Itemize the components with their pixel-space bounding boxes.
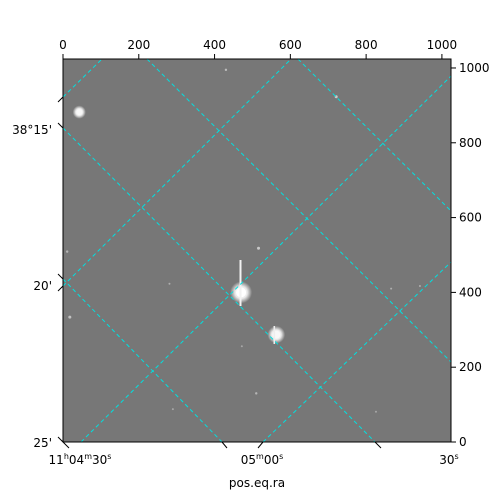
ra-tick: [62, 441, 70, 449]
bleed-trail: [239, 260, 242, 306]
ra-tick-label: 30s: [439, 452, 458, 467]
ra-tick: [257, 441, 264, 449]
coordinate-grid: [63, 59, 451, 442]
source-point: [418, 285, 421, 288]
source-point: [257, 246, 261, 250]
source-point: [68, 315, 72, 319]
right-tick-label: 0: [459, 435, 467, 449]
dec-tick-label: 25': [33, 436, 52, 450]
ra-tick: [374, 441, 382, 449]
bleed-trail: [273, 326, 276, 344]
dec-tick-label: 38°15': [12, 123, 52, 137]
sky-image: [63, 59, 451, 442]
top-tick-label: 400: [203, 38, 226, 52]
top-tick-label: 1000: [427, 38, 458, 52]
top-tick-label: 0: [59, 38, 67, 52]
source-point: [76, 109, 83, 116]
source-point: [255, 392, 258, 395]
source-point: [240, 345, 243, 348]
source-point: [171, 408, 174, 411]
top-axis: 0 200 400 600 800 1000: [59, 38, 457, 59]
source-point: [224, 68, 228, 72]
source-point: [65, 250, 69, 253]
grid-line: [262, 261, 451, 442]
right-tick-label: 1000: [459, 61, 490, 75]
grid-line: [146, 59, 451, 363]
grid-line: [80, 75, 451, 442]
right-tick-label: 200: [459, 360, 482, 374]
dec-tick: [57, 436, 64, 443]
right-tick-label: 800: [459, 136, 482, 150]
x-axis-title: pos.eq.ra: [229, 476, 285, 490]
top-tick-label: 800: [355, 38, 378, 52]
source-point: [390, 287, 393, 290]
ra-tick-label: 05m00s: [241, 452, 284, 467]
sources-layer: [65, 68, 421, 413]
grid-line: [63, 127, 376, 442]
grid-line: [63, 59, 103, 98]
grid-line: [63, 278, 223, 442]
bottom-axis: 11h04m30s 05m00s 30s pos.eq.ra: [49, 441, 459, 490]
dec-tick-label: 20': [33, 279, 52, 293]
ra-tick: [221, 441, 228, 449]
right-axis: 0 200 400 600 800 1000: [451, 61, 490, 449]
plot-frame: [62, 58, 452, 443]
top-tick-label: 600: [279, 38, 302, 52]
source-point: [168, 282, 171, 285]
left-axis: 38°15' 20' 25': [12, 96, 64, 450]
right-tick-label: 600: [459, 211, 482, 225]
dec-tick: [57, 122, 64, 129]
grid-line: [297, 59, 451, 212]
source-point: [374, 410, 377, 413]
top-tick-label: 200: [127, 38, 150, 52]
ra-tick-label: 11h04m30s: [49, 452, 112, 467]
dec-tick: [57, 96, 64, 103]
dec-tick: [57, 273, 64, 280]
grid-line: [63, 59, 292, 287]
right-tick-label: 400: [459, 285, 482, 299]
dec-tick: [57, 285, 64, 292]
